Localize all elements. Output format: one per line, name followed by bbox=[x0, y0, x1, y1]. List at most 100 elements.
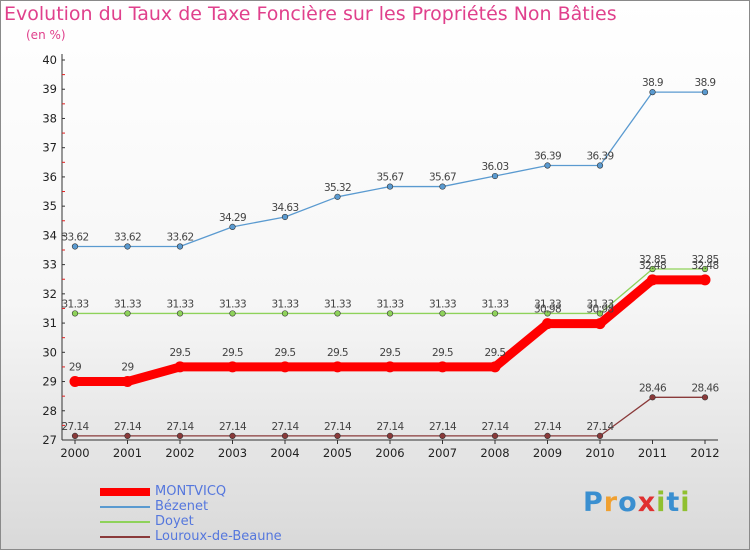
data-label: 38.9 bbox=[695, 77, 716, 89]
data-label: 38.9 bbox=[642, 77, 663, 89]
data-point bbox=[71, 243, 79, 250]
x-tick-label: 2008 bbox=[480, 446, 509, 460]
y-tick-label: 30 bbox=[42, 345, 57, 359]
data-label: 35.32 bbox=[324, 182, 351, 194]
data-label: 29 bbox=[69, 362, 81, 374]
data-point bbox=[281, 213, 289, 221]
y-tick-label: 34 bbox=[42, 228, 57, 242]
data-point bbox=[69, 376, 81, 388]
data-point bbox=[386, 432, 394, 440]
data-label: 31.33 bbox=[534, 298, 561, 310]
y-tick-label: 38 bbox=[42, 111, 57, 125]
x-tick-label: 2001 bbox=[113, 446, 142, 460]
data-label: 36.03 bbox=[481, 161, 508, 173]
data-label: 35.67 bbox=[429, 172, 456, 184]
data-point bbox=[544, 310, 551, 317]
data-label: 31.33 bbox=[114, 298, 141, 310]
data-label: 34.63 bbox=[271, 202, 298, 214]
data-point bbox=[176, 243, 184, 250]
data-label: 33.62 bbox=[166, 231, 193, 243]
data-point bbox=[279, 361, 291, 373]
data-point bbox=[386, 310, 394, 317]
data-label: 27.14 bbox=[324, 421, 352, 433]
data-label: 27.14 bbox=[481, 421, 509, 433]
data-label: 28.46 bbox=[639, 382, 667, 394]
legend-swatch bbox=[100, 521, 150, 523]
data-label: 34.29 bbox=[219, 212, 246, 224]
data-point bbox=[281, 310, 289, 317]
data-point bbox=[229, 432, 236, 440]
legend-label: Doyet bbox=[155, 514, 194, 529]
x-tick-label: 2002 bbox=[165, 446, 194, 460]
data-label: 27.14 bbox=[219, 421, 247, 433]
data-point bbox=[649, 89, 656, 96]
legend-label: Louroux-de-Beaune bbox=[155, 529, 282, 544]
data-labels: 33.62 33.62 33.62 34.29 34.63 35.32 35.67 35.67… bbox=[61, 77, 720, 433]
logo-letter: t bbox=[666, 487, 681, 518]
data-point bbox=[649, 394, 656, 401]
x-tick-label: 2006 bbox=[375, 446, 404, 460]
data-label: 29.5 bbox=[432, 347, 453, 359]
data-point bbox=[699, 274, 711, 286]
x-tick-label: 2009 bbox=[533, 446, 562, 460]
logo-letter: x bbox=[637, 487, 657, 518]
x-tick-label: 2007 bbox=[428, 446, 457, 460]
x-tick-label: 2011 bbox=[638, 446, 667, 460]
data-point bbox=[124, 243, 131, 250]
data-point bbox=[176, 432, 184, 440]
data-label: 32.48 bbox=[691, 260, 718, 272]
data-point bbox=[384, 361, 396, 373]
data-point bbox=[386, 183, 394, 190]
series-lines bbox=[70, 91, 710, 437]
data-label: 27.14 bbox=[166, 421, 194, 433]
data-point bbox=[649, 265, 656, 273]
data-point bbox=[176, 310, 184, 317]
data-label: 31.33 bbox=[271, 298, 298, 310]
data-point bbox=[489, 361, 501, 373]
y-tick-label: 35 bbox=[42, 199, 57, 213]
legend-swatch bbox=[100, 536, 150, 538]
legend-label: Bézenet bbox=[155, 499, 209, 514]
y-tick-label: 39 bbox=[42, 82, 57, 96]
data-point bbox=[229, 310, 236, 317]
data-label: 31.33 bbox=[376, 298, 403, 310]
data-point bbox=[334, 193, 341, 200]
data-point bbox=[124, 432, 131, 440]
data-point bbox=[334, 432, 341, 440]
data-label: 27.14 bbox=[271, 421, 299, 433]
logo-letter: r bbox=[603, 487, 619, 518]
x-tick-label: 2004 bbox=[270, 446, 299, 460]
data-label: 27.14 bbox=[114, 421, 142, 433]
proxiti-logo: Proxiti bbox=[583, 487, 691, 518]
data-label: 27.14 bbox=[376, 421, 404, 433]
data-label: 29.5 bbox=[485, 347, 506, 359]
data-point bbox=[701, 265, 709, 273]
data-point bbox=[596, 432, 604, 440]
data-point bbox=[437, 361, 448, 373]
data-label: 27.14 bbox=[534, 421, 562, 433]
y-tick-label: 32 bbox=[42, 287, 57, 301]
data-point bbox=[701, 89, 709, 96]
data-label: 29.5 bbox=[380, 347, 401, 359]
data-point bbox=[596, 310, 604, 317]
logo-letter: o bbox=[618, 487, 638, 518]
data-label: 28.46 bbox=[691, 382, 719, 394]
data-point bbox=[647, 274, 658, 286]
series-points bbox=[69, 89, 711, 440]
data-label: 29.5 bbox=[170, 347, 191, 359]
chart-title: Evolution du Taux de Taxe Foncière sur l… bbox=[4, 3, 617, 25]
data-point bbox=[439, 183, 446, 190]
x-axis-ticks: 2000 2001 2002 2003 2004 2005 2006 2007 2008 2009… bbox=[60, 440, 720, 460]
data-label: 31.33 bbox=[166, 298, 193, 310]
data-label: 29 bbox=[121, 362, 133, 374]
data-label: 32.85 bbox=[691, 254, 718, 266]
data-label: 27.14 bbox=[61, 421, 89, 433]
y-axis-unit: (en %) bbox=[26, 28, 66, 42]
data-label: 31.33 bbox=[429, 298, 456, 310]
data-label: 32.48 bbox=[639, 260, 666, 272]
data-label: 31.33 bbox=[481, 298, 508, 310]
data-label: 31.33 bbox=[586, 298, 613, 310]
data-label: 27.14 bbox=[429, 421, 457, 433]
